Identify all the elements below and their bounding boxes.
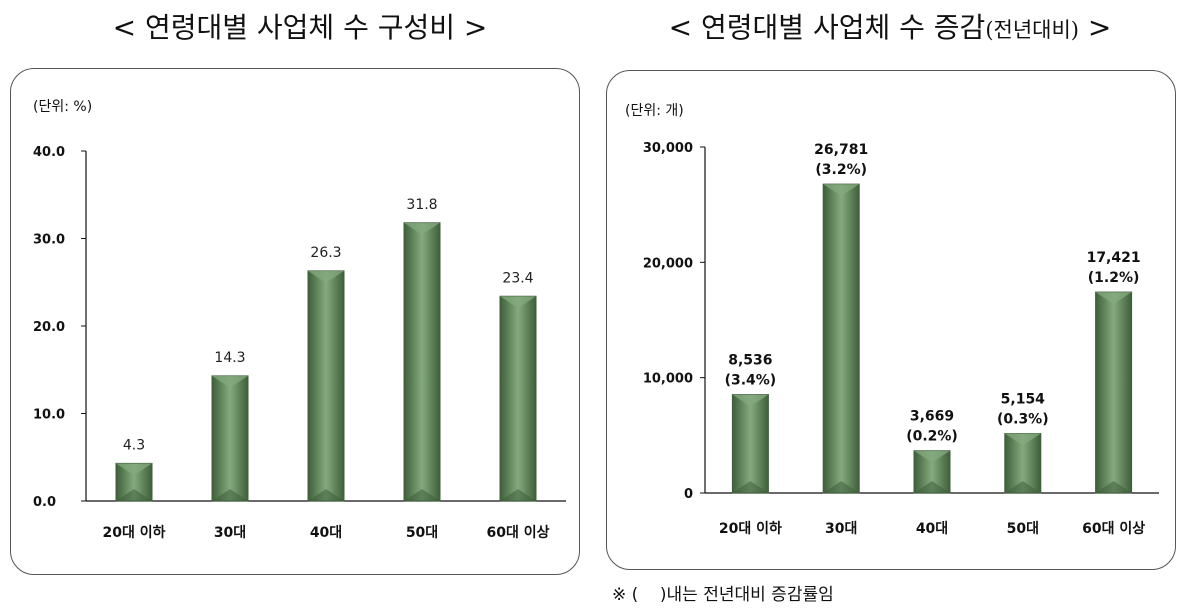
chart-title-right-main: < 연령대별 사업체 수 증감 — [668, 11, 986, 44]
bar-change-label: (1.2%) — [1088, 270, 1140, 286]
x-category-label: 50대 — [1007, 521, 1039, 537]
bar-bevel-bottom — [212, 489, 248, 501]
bar — [499, 295, 537, 502]
bar — [1095, 291, 1133, 494]
y-tick-label: 20.0 — [33, 320, 65, 335]
x-category-label: 20대 이하 — [719, 520, 782, 537]
bar-bevel-bottom — [500, 489, 536, 501]
y-tick-label: 10.0 — [33, 408, 65, 423]
chart-panel-left: (단위: %) 0.0 10.0 20.0 30.0 40.0 4.3 20대 이하 14.3 3… — [10, 68, 580, 575]
x-category-label: 40대 — [310, 525, 342, 541]
bar-value-label: 3,669 — [910, 409, 954, 425]
bar-bevel-bottom — [1004, 481, 1041, 493]
bar-bevel-top — [404, 222, 440, 235]
chart-title-right-end: > — [1078, 11, 1112, 44]
x-category-label: 60대 이상 — [1082, 520, 1145, 537]
bar-value-label: 8,536 — [728, 353, 772, 369]
x-category-label: 40대 — [916, 521, 948, 537]
bar-bevel-top — [308, 270, 344, 283]
bar-bevel-bottom — [116, 489, 152, 501]
bar-value-label: 26,781 — [814, 142, 868, 158]
bar-value-label: 31.8 — [406, 197, 437, 213]
x-category-label: 20대 이하 — [103, 524, 166, 541]
bar-bevel-bottom — [732, 481, 769, 493]
unit-label: (단위: %) — [33, 99, 92, 115]
bar-change-label: (0.3%) — [997, 412, 1049, 428]
y-tick-label: 30.0 — [33, 233, 65, 248]
composition-bar-chart: (단위: %) 0.0 10.0 20.0 30.0 40.0 4.3 20대 이하 14.3 3… — [33, 99, 566, 541]
x-category-label: 60대 이상 — [487, 524, 550, 541]
footnote: ※ ( )내는 전년대비 증감률임 — [612, 585, 834, 605]
bar-change-label: (3.4%) — [725, 373, 777, 389]
bar-bevel-bottom — [823, 481, 860, 493]
bar-change-label: (0.2%) — [906, 429, 958, 445]
bar-bevel-bottom — [404, 489, 440, 501]
bar-bevel-top — [500, 296, 536, 309]
bar-bevel-top — [732, 394, 769, 407]
bar-bevel-bottom — [1095, 481, 1132, 493]
y-tick-label: 10,000 — [643, 372, 693, 387]
bar-bevel-top — [1004, 433, 1041, 446]
bar-value-label: 14.3 — [214, 350, 245, 366]
y-tick-label: 0 — [684, 487, 693, 502]
bar — [211, 375, 249, 502]
bar — [403, 222, 441, 502]
bar-change-label: (3.2%) — [815, 162, 867, 178]
chart-title-right-sub: (전년대비) — [985, 18, 1079, 42]
chart-title-right: < 연령대별 사업체 수 증감(전년대비) > — [600, 6, 1180, 50]
bar — [307, 270, 345, 502]
chart-title-left: < 연령대별 사업체 수 구성비 > — [112, 11, 488, 44]
bar-value-label: 17,421 — [1087, 250, 1141, 266]
y-tick-label: 0.0 — [33, 495, 56, 510]
y-tick-label: 40.0 — [33, 145, 65, 160]
unit-label: (단위: 개) — [625, 103, 684, 119]
bar-bevel-top — [914, 450, 950, 463]
change-bar-chart: (단위: 개) 0 10,000 20,000 30,000 8,536 (3.4%) 20대… — [625, 103, 1159, 537]
y-tick-label: 20,000 — [643, 256, 693, 271]
bar-bevel-top — [212, 375, 248, 388]
bar-bevel-bottom — [308, 489, 344, 501]
bar-value-label: 5,154 — [1001, 392, 1046, 408]
bar — [822, 183, 860, 494]
bar-bevel-top — [823, 184, 860, 197]
bar-value-label: 23.4 — [502, 270, 533, 286]
bar — [731, 394, 769, 494]
bar-bevel-top — [1095, 292, 1132, 305]
x-category-label: 50대 — [406, 525, 438, 541]
bar-bevel-bottom — [914, 481, 950, 493]
bar-value-label: 26.3 — [310, 245, 341, 261]
y-tick-label: 30,000 — [643, 141, 693, 156]
x-category-label: 30대 — [214, 525, 246, 541]
bar-value-label: 4.3 — [123, 437, 145, 453]
bar-bevel-top — [116, 463, 152, 476]
x-category-label: 30대 — [825, 521, 857, 537]
chart-panel-right: (단위: 개) 0 10,000 20,000 30,000 8,536 (3.4%) 20대… — [606, 70, 1176, 570]
